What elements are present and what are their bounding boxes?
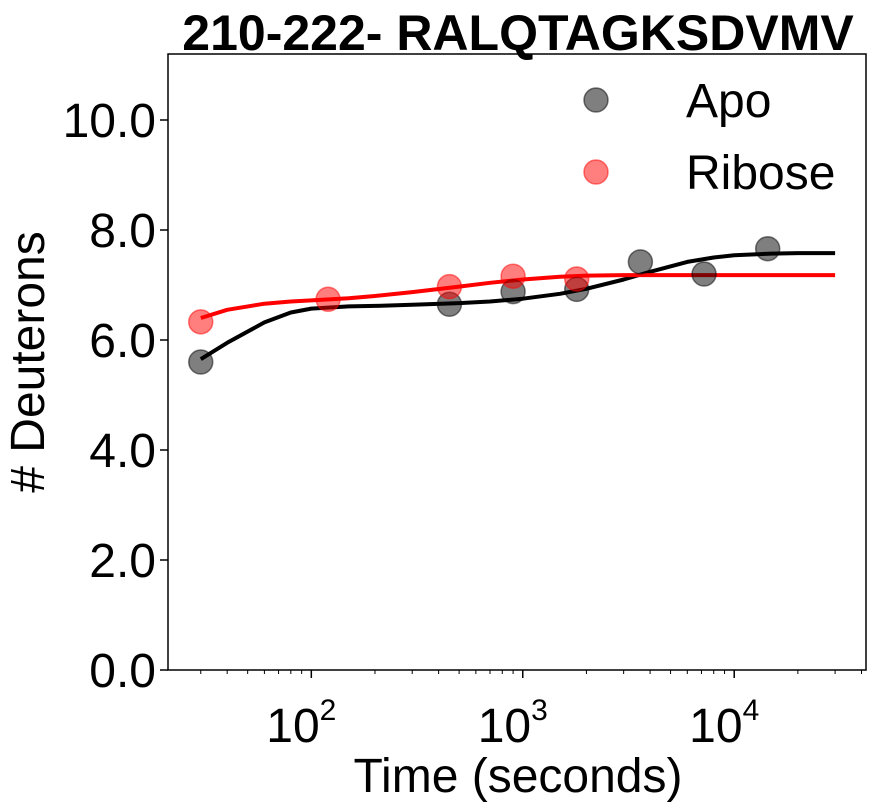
point-apo xyxy=(188,349,214,375)
x-tick-base: 10 xyxy=(266,700,319,753)
point-ribose xyxy=(188,309,214,335)
y-tick-label: 2.0 xyxy=(89,535,156,588)
x-tick-base: 10 xyxy=(689,700,742,753)
legend-marker-ribose xyxy=(583,159,609,185)
y-axis-label: # Deuterons xyxy=(2,231,55,493)
y-tick-label: 6.0 xyxy=(89,315,156,368)
point-apo xyxy=(627,249,654,275)
point-apo xyxy=(754,235,781,262)
x-tick-exponent: 4 xyxy=(743,694,760,727)
chart-title: 210-222- RALQTAGKSDVMV xyxy=(182,5,854,61)
point-apo xyxy=(691,261,717,287)
x-tick-exponent: 3 xyxy=(531,694,548,727)
x-axis-label: Time (seconds) xyxy=(354,750,683,803)
data-points xyxy=(188,235,781,375)
x-tick-base: 10 xyxy=(478,700,531,753)
x-axis: 102 103 104 xyxy=(200,670,863,753)
plot-frame xyxy=(167,53,867,671)
y-tick-label: 8.0 xyxy=(89,205,156,258)
y-tick-label: 10.0 xyxy=(63,95,156,148)
x-tick-label: 104 xyxy=(689,694,759,753)
legend-label-ribose: Ribose xyxy=(686,147,835,200)
y-axis: 0.0 2.0 4.0 6.0 8.0 10.0 xyxy=(63,95,168,698)
y-tick-label: 0.0 xyxy=(89,645,156,698)
y-tick-label: 4.0 xyxy=(89,425,156,478)
legend-label-apo: Apo xyxy=(686,75,771,128)
legend-marker-apo xyxy=(583,87,609,113)
point-ribose xyxy=(500,263,526,289)
point-ribose xyxy=(315,286,341,313)
legend: Apo Ribose xyxy=(583,75,835,200)
x-tick-exponent: 2 xyxy=(320,694,337,727)
point-ribose xyxy=(563,266,590,292)
x-tick-label: 102 xyxy=(266,694,336,753)
point-ribose xyxy=(436,273,463,300)
x-tick-label: 103 xyxy=(478,694,548,753)
fit-line-ribose xyxy=(200,273,836,320)
